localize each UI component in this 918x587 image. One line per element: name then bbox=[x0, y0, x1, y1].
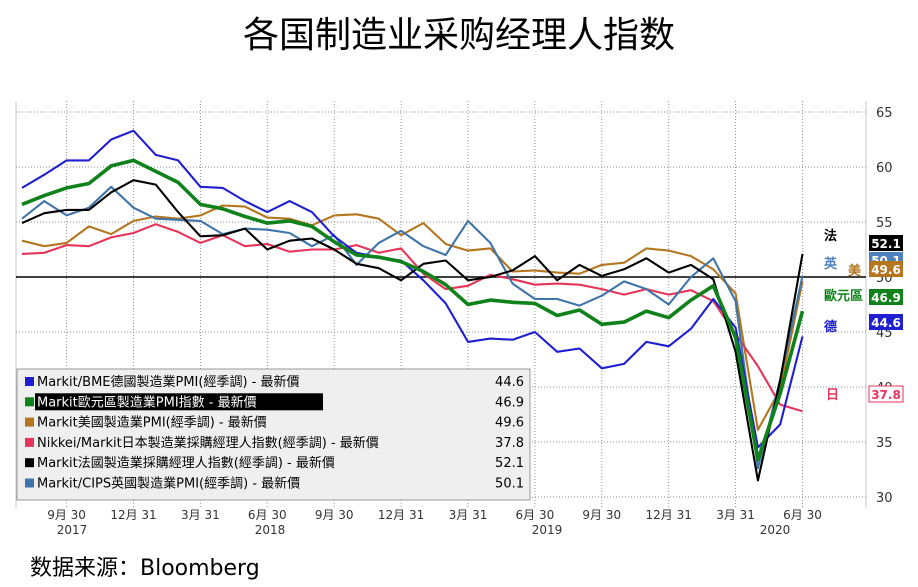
legend-label-eurozone: Markit歐元區製造業PMI指數 - 最新價 bbox=[37, 394, 257, 410]
end-label-germany: 德 bbox=[824, 319, 837, 335]
page-title: 各国制造业采购经理人指数 bbox=[242, 15, 675, 56]
x-tick-label: 12月 31 bbox=[110, 508, 156, 522]
x-tick-label: 9月 30 bbox=[315, 508, 354, 522]
y-axis: 3035404550556065 bbox=[876, 106, 893, 506]
legend-value-germany: 44.6 bbox=[495, 375, 524, 390]
series-lines bbox=[21, 129, 805, 482]
x-tick-label: 6月 30 bbox=[516, 508, 555, 522]
legend-swatch-germany bbox=[25, 377, 34, 386]
legend-value-japan: 37.8 bbox=[495, 436, 524, 451]
value-tag-text-us: 49.6 bbox=[871, 263, 901, 277]
legend: Markit/BME德國製造業PMI(經季調) - 最新價 44.6 Markit歐… bbox=[16, 368, 531, 501]
x-year-label: 2019 bbox=[532, 523, 563, 537]
legend-label-france: Markit法國製造業採購經理人指數(經季調) - 最新價 bbox=[37, 455, 335, 471]
end-label-france: 法 bbox=[824, 228, 837, 244]
legend-swatch-uk bbox=[25, 478, 34, 488]
series-line-france bbox=[21, 179, 804, 482]
end-label-uk: 英 bbox=[823, 256, 838, 272]
legend-swatch-eurozone bbox=[25, 397, 34, 407]
source-note: 数据来源：Bloomberg bbox=[30, 556, 260, 581]
y-tick-label: 60 bbox=[876, 161, 893, 176]
x-tick-label: 6月 30 bbox=[783, 508, 822, 522]
x-tick-label: 3月 31 bbox=[181, 508, 220, 522]
legend-label-uk: Markit/CIPS英國製造業PMI(經季調) - 最新價 bbox=[37, 476, 300, 492]
legend-box bbox=[16, 368, 531, 501]
legend-label-germany: Markit/BME德國製造業PMI(經季調) - 最新價 bbox=[37, 374, 299, 390]
y-tick-label: 65 bbox=[876, 106, 893, 121]
y-tick-label: 35 bbox=[876, 436, 893, 451]
legend-value-eurozone: 46.9 bbox=[495, 395, 524, 410]
value-tag-text-france: 52.1 bbox=[871, 237, 901, 251]
legend-swatch-japan bbox=[25, 437, 34, 447]
legend-label-us: Markit美國製造業PMI(經季調) - 最新價 bbox=[37, 415, 267, 431]
x-year-label: 2020 bbox=[760, 523, 791, 537]
x-tick-label: 9月 30 bbox=[47, 508, 86, 522]
value-tag-text-germany: 44.6 bbox=[871, 316, 901, 330]
legend-value-us: 49.6 bbox=[495, 416, 524, 431]
value-tag-eurozone bbox=[869, 289, 903, 305]
end-label-eurozone: 歐元區 bbox=[824, 288, 863, 304]
legend-value-uk: 50.1 bbox=[495, 477, 524, 492]
y-tick-label: 55 bbox=[876, 216, 893, 231]
legend-highlight bbox=[35, 393, 323, 411]
legend-swatch-france bbox=[25, 458, 34, 468]
x-tick-label: 3月 31 bbox=[716, 508, 755, 522]
value-tag-japan bbox=[868, 385, 904, 403]
value-tag-us bbox=[869, 261, 903, 277]
end-label-us: 美 bbox=[848, 263, 862, 279]
series-line-japan bbox=[21, 223, 803, 413]
legend-label-japan: Nikkei/Markit日本製造業採購經理人指數(經季調) - 最新價 bbox=[37, 435, 379, 451]
x-tick-label: 12月 31 bbox=[646, 508, 692, 522]
value-tag-text-japan: 37.8 bbox=[871, 388, 901, 402]
series-line-germany bbox=[21, 129, 804, 449]
x-tick-label: 6月 30 bbox=[248, 508, 287, 522]
value-tag-text-eurozone: 46.9 bbox=[871, 291, 901, 305]
x-axis: 9月 30 12月 31 3月 31 6月 30 9月 30 12月 31 3月 31 6月 … bbox=[47, 508, 822, 537]
end-label-japan: 日 bbox=[826, 388, 839, 403]
y-tick-label: 30 bbox=[876, 491, 893, 506]
series-line-uk bbox=[21, 185, 804, 470]
series-line-eurozone bbox=[21, 158, 805, 462]
value-tag-germany bbox=[869, 314, 903, 330]
x-year-label: 2017 bbox=[57, 523, 88, 537]
x-tick-label: 12月 31 bbox=[378, 508, 424, 522]
legend-swatch-us bbox=[25, 417, 34, 427]
value-tag-france bbox=[869, 235, 903, 251]
x-tick-label: 3月 31 bbox=[449, 508, 488, 522]
x-year-label: 2018 bbox=[255, 523, 286, 537]
legend-value-france: 52.1 bbox=[495, 456, 524, 471]
x-tick-label: 9月 30 bbox=[582, 508, 621, 522]
